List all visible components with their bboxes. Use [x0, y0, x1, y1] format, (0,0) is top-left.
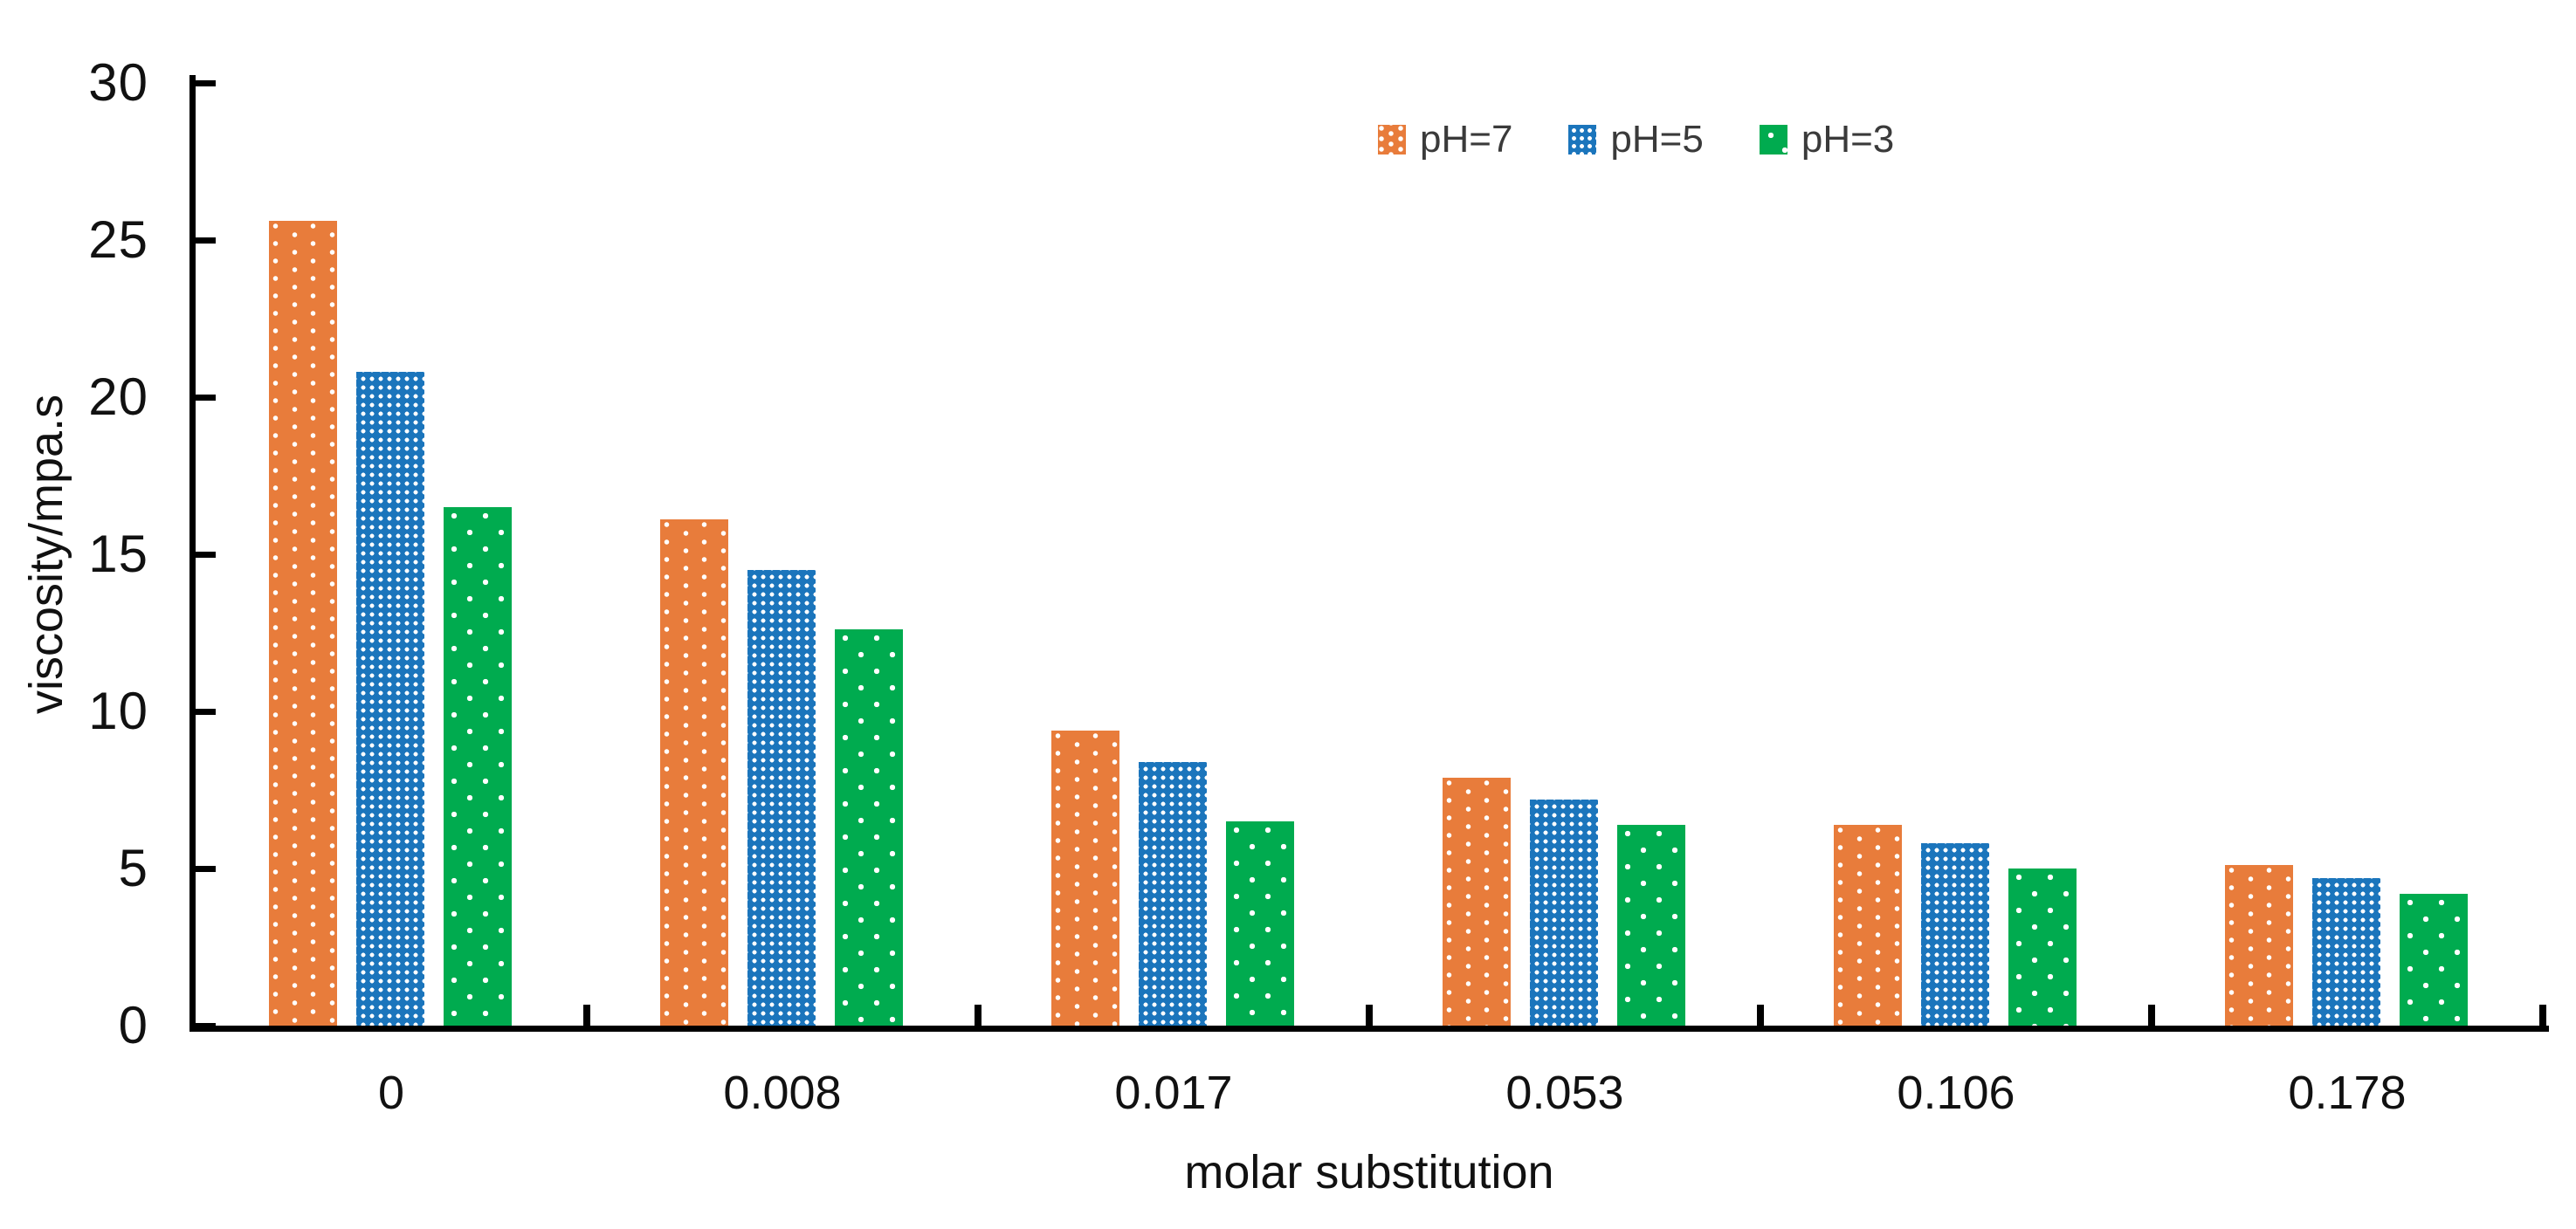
y-tick-mark: [196, 237, 216, 244]
bar-ph5-0.178: [2312, 877, 2380, 1026]
bar-ph7-0.106: [1834, 824, 1902, 1026]
bar-ph7-0.008: [660, 519, 728, 1026]
y-tick-label: 10: [88, 682, 148, 740]
y-tick-label: 5: [118, 839, 148, 897]
x-tick-mark: [2539, 1005, 2546, 1026]
bar-ph3-0.178: [2400, 893, 2468, 1026]
y-tick-label: 30: [88, 53, 148, 112]
legend-label: pH=3: [1801, 118, 1895, 161]
y-tick-mark: [196, 866, 216, 872]
y-tick-mark: [196, 709, 216, 715]
y-axis-line: [189, 75, 196, 1032]
legend-swatch-icon: [1568, 125, 1597, 154]
bar-ph3-0.106: [2008, 869, 2077, 1026]
bar-ph7-0.053: [1443, 777, 1511, 1026]
x-tick-mark: [975, 1005, 981, 1026]
x-tick-mark: [2148, 1005, 2155, 1026]
x-category-label: 0.106: [1897, 1067, 2015, 1119]
bar-ph7-0.178: [2225, 865, 2293, 1026]
bar-ph5-0.053: [1530, 799, 1598, 1026]
x-tick-mark: [1366, 1005, 1373, 1026]
y-tick-mark: [196, 1023, 216, 1029]
x-category-label: 0.053: [1505, 1067, 1624, 1119]
bar-ph7-0: [269, 221, 337, 1026]
x-category-label: 0.017: [1114, 1067, 1233, 1119]
y-tick-label: 15: [88, 525, 148, 583]
x-axis-line: [189, 1026, 2549, 1032]
x-category-label: 0.008: [723, 1067, 842, 1119]
legend-item-ph3: pH=3: [1759, 118, 1895, 161]
legend-swatch-icon: [1759, 125, 1787, 154]
y-tick-mark: [196, 80, 216, 86]
bar-ph3-0.008: [835, 629, 903, 1026]
bar-ph5-0.017: [1139, 761, 1207, 1026]
plot-area: 0 5 10 15 20 25 30 0 0.008 0.017 0.053 0.106 0.178: [88, 53, 2549, 1119]
y-tick-label: 25: [88, 210, 148, 269]
legend-item-ph7: pH=7: [1378, 118, 1512, 161]
legend-swatch-icon: [1378, 125, 1406, 154]
bar-ph3-0.053: [1617, 824, 1685, 1026]
legend-label: pH=5: [1610, 118, 1704, 161]
x-category-label: 0.178: [2288, 1067, 2407, 1119]
y-tick-mark: [196, 395, 216, 401]
legend-item-ph5: pH=5: [1568, 118, 1704, 161]
bar-ph7-0.017: [1051, 730, 1119, 1026]
x-category-label: 0: [377, 1067, 405, 1119]
bar-ph5-0: [356, 372, 424, 1026]
x-axis-title: molar substitution: [1184, 1146, 1554, 1198]
bar-ph5-0.106: [1921, 843, 1989, 1026]
y-tick-mark: [196, 552, 216, 558]
legend-label: pH=7: [1420, 118, 1513, 161]
x-tick-mark: [1757, 1005, 1764, 1026]
bar-ph5-0.008: [747, 570, 816, 1026]
y-tick-label: 20: [88, 367, 148, 426]
bar-ph3-0: [444, 507, 512, 1026]
x-tick-mark: [583, 1005, 590, 1026]
legend: pH=7 pH=5 pH=3: [1378, 113, 1894, 166]
y-tick-label: 0: [118, 996, 148, 1054]
bar-ph3-0.017: [1226, 821, 1294, 1026]
